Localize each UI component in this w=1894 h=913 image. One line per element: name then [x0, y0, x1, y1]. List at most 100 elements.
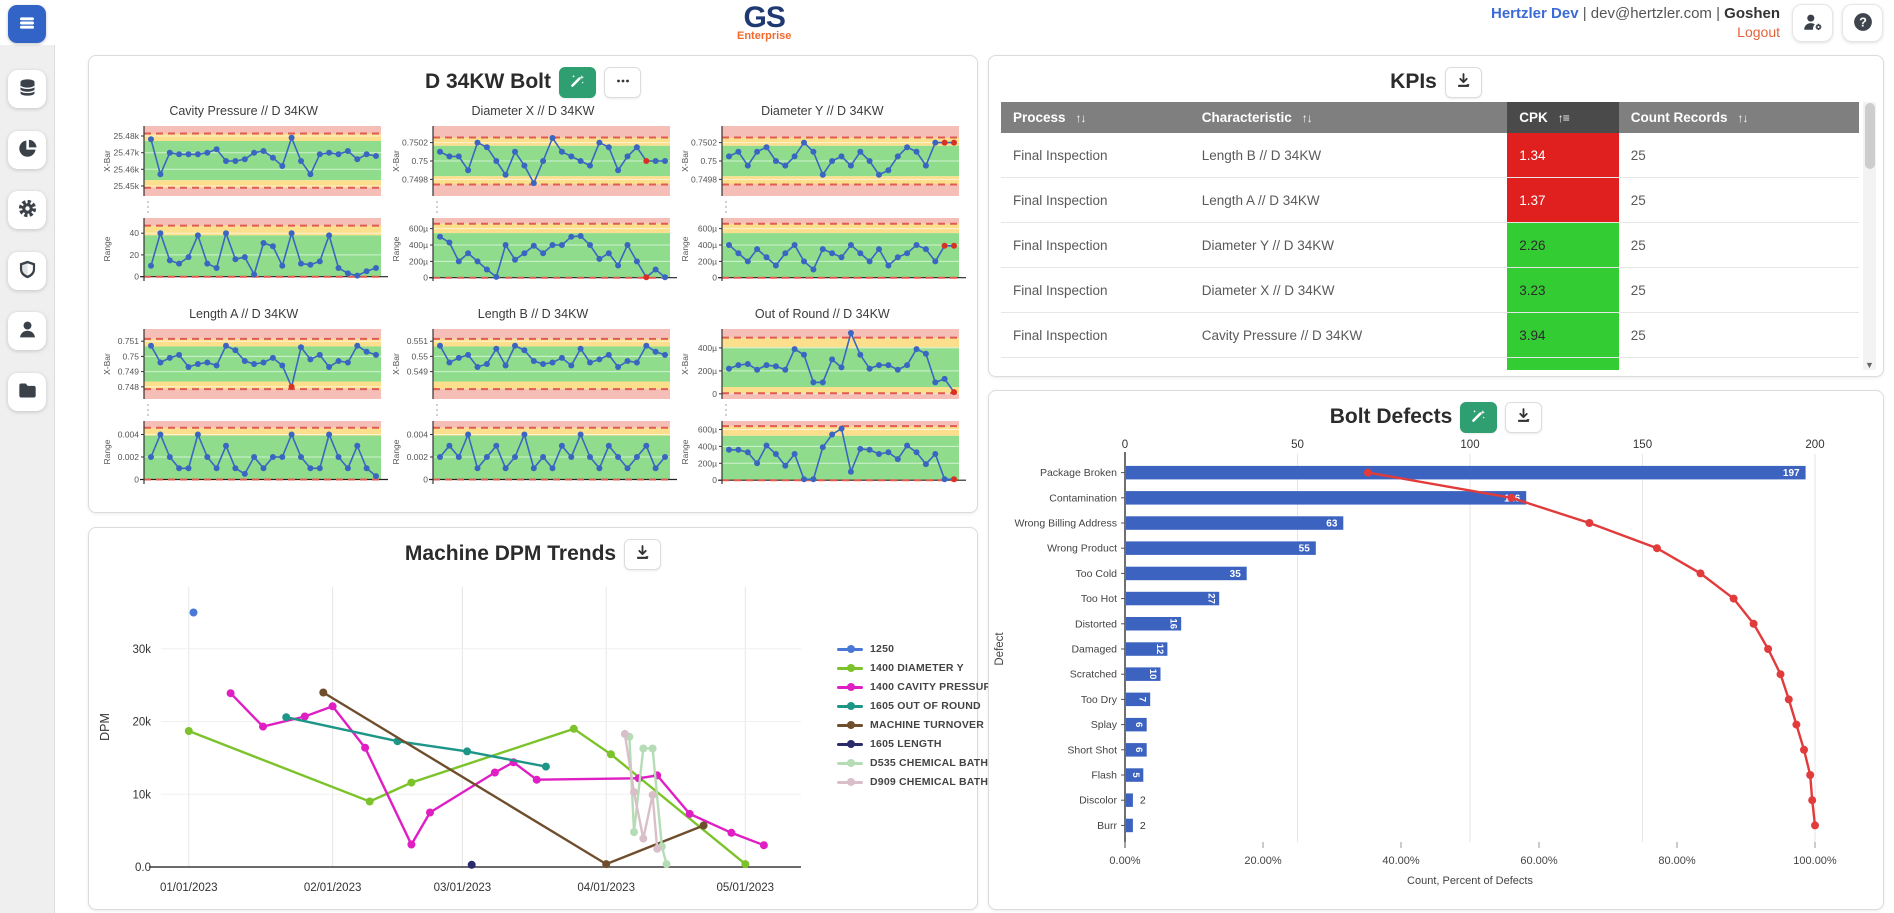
svg-text:03/01/2023: 03/01/2023 [434, 882, 492, 894]
legend-item[interactable]: MACHINE TURNOVER [837, 719, 984, 731]
dpm-legend: 1250 1400 DIAMETER Y 1400 CAVITY PRESSURE 1… [837, 643, 998, 795]
cell-cpk: 3.94 [1507, 312, 1619, 358]
legend-item[interactable]: 1400 DIAMETER Y [837, 662, 979, 674]
legend-label: 1400 DIAMETER Y [870, 662, 964, 674]
svg-text:7: 7 [1137, 697, 1148, 702]
user-email: dev@hertzler.com [1590, 5, 1712, 22]
svg-text:200µ: 200µ [409, 256, 428, 266]
dpm-line-chart: 0.0 10k 20k 30k 01/01/2023 02/01/2023 03/01/20… [89, 571, 977, 912]
panel-bolt-charts: D 34KW Bolt Cavity Pressure // D 34KW 25.… [88, 55, 978, 513]
svg-text:Wrong Product: Wrong Product [1047, 543, 1117, 555]
svg-text:40.00%: 40.00% [1382, 855, 1420, 867]
legend-item[interactable]: 1400 CAVITY PRESSURE [837, 681, 998, 693]
sidebar-button-shield[interactable] [8, 251, 46, 290]
kpis-column-cpk[interactable]: CPK ↑≡ [1507, 102, 1619, 133]
svg-text:25.47k: 25.47k [113, 148, 139, 158]
defects-download-button[interactable] [1505, 401, 1543, 433]
svg-text:X-Bar: X-Bar [391, 353, 401, 375]
cell-cpk: 1.37 [1507, 177, 1619, 223]
svg-text:0: 0 [713, 389, 718, 399]
svg-text:0.7502: 0.7502 [691, 138, 717, 148]
column-label: CPK [1519, 110, 1548, 125]
svg-text:0.00%: 0.00% [1109, 855, 1140, 867]
sidebar-button-person[interactable] [8, 312, 46, 350]
svg-text:Discolor: Discolor [1079, 795, 1117, 807]
svg-text:Range: Range [391, 439, 401, 464]
user-settings-button[interactable] [1792, 4, 1833, 42]
dpm-download-button[interactable] [624, 538, 662, 570]
cell-process: Final Inspection [1001, 133, 1190, 178]
svg-text:Count, Percent of Defects: Count, Percent of Defects [1407, 875, 1533, 887]
cell-count-records: 25 [1618, 312, 1859, 358]
svg-text:01/01/2023: 01/01/2023 [160, 882, 218, 894]
svg-text:05/01/2023: 05/01/2023 [717, 882, 775, 894]
kpis-row: Final Inspection Cavity Pressure // D 34… [1001, 312, 1859, 358]
spc-chart: Length B // D 34KW 0.549 0.55 0.551 X-Bar 0 0.… [388, 304, 677, 499]
sort-icon: ↑≡ [1557, 111, 1570, 125]
kpis-column-count-records[interactable]: Count Records ↑↓ [1618, 102, 1859, 133]
sidebar-button-gear[interactable] [8, 191, 46, 229]
svg-text:X-Bar: X-Bar [680, 150, 690, 172]
svg-text:600µ: 600µ [698, 224, 717, 234]
svg-text:200µ: 200µ [698, 366, 717, 376]
svg-text:600µ: 600µ [698, 425, 717, 435]
cell-count-records: 25 [1618, 133, 1859, 178]
sidebar-button-database[interactable] [8, 70, 46, 108]
kpis-panel-title: KPIs [1390, 70, 1437, 93]
kpis-column-characteristic[interactable]: Characteristic ↑↓ [1189, 102, 1508, 133]
svg-text:197: 197 [1783, 468, 1800, 479]
legend-label: 1605 OUT OF ROUND [870, 700, 981, 712]
svg-text:50: 50 [1291, 439, 1304, 451]
download-icon [1516, 408, 1531, 426]
svg-text:X-Bar: X-Bar [102, 150, 112, 172]
scroll-down-arrow[interactable]: ▼ [1865, 360, 1874, 370]
bolt-magic-wand-button[interactable] [559, 66, 596, 98]
menu-button[interactable] [8, 5, 46, 43]
svg-text:100.00%: 100.00% [1793, 855, 1837, 867]
spc-chart-title: Length B // D 34KW [477, 307, 589, 321]
svg-text:60.00%: 60.00% [1520, 855, 1558, 867]
spc-chart: Cavity Pressure // D 34KW 25.45k 25.46k 25.… [99, 101, 388, 296]
logo-main: GS [743, 1, 786, 34]
svg-text:Short Shot: Short Shot [1067, 744, 1117, 756]
kpis-download-button[interactable] [1444, 66, 1482, 98]
svg-text:80.00%: 80.00% [1658, 855, 1696, 867]
logout-link[interactable]: Logout [1737, 24, 1780, 40]
svg-text:200µ: 200µ [698, 458, 717, 468]
kpis-row: Final Inspection Diameter X // D 34KW 3.… [1001, 267, 1859, 313]
spc-chart: Out of Round // D 34KW 0 200µ 400µ X-Bar 0 200… [678, 304, 967, 499]
sidebar-button-pie-chart[interactable] [8, 130, 46, 169]
svg-text:04/01/2023: 04/01/2023 [577, 882, 635, 894]
defects-magic-wand-button[interactable] [1460, 401, 1498, 433]
svg-text:0.748: 0.748 [117, 382, 139, 392]
cell-characteristic: Diameter Y // D 34KW [1189, 222, 1508, 268]
legend-label: D909 CHEMICAL BATH [870, 776, 989, 788]
cell-count-records [1618, 357, 1859, 370]
svg-text:400µ: 400µ [698, 441, 717, 451]
top-bar: GS Enterprise Hertzler Dev | dev@hertzle… [0, 0, 1894, 45]
legend-swatch [837, 664, 863, 672]
legend-item[interactable]: 1250 [837, 643, 979, 655]
legend-item[interactable]: D535 CHEMICAL BATH [837, 757, 988, 769]
sidebar-button-folder[interactable] [8, 372, 46, 411]
kpis-row: Final Inspection Diameter Y // D 34KW 2.… [1001, 222, 1859, 268]
help-button[interactable]: ? [1842, 4, 1883, 42]
cell-cpk: 1.34 [1507, 133, 1619, 178]
legend-item[interactable]: D909 CHEMICAL BATH [837, 776, 988, 788]
svg-text:5: 5 [1130, 772, 1141, 778]
kpis-scrollbar[interactable]: ▼ [1863, 102, 1876, 370]
user-name[interactable]: Hertzler Dev [1491, 5, 1579, 22]
svg-text:Package Broken: Package Broken [1040, 467, 1117, 479]
legend-swatch [837, 645, 863, 653]
panel-kpis: KPIs Process ↑↓ Characteristic ↑↓ CPK ↑≡ Count… [988, 55, 1884, 377]
legend-item[interactable]: 1605 LENGTH [837, 738, 979, 750]
svg-text:0.002: 0.002 [117, 452, 139, 462]
legend-item[interactable]: 1605 OUT OF ROUND [837, 700, 981, 712]
kpis-column-process[interactable]: Process ↑↓ [1001, 102, 1190, 133]
svg-text:Scratched: Scratched [1070, 669, 1117, 681]
help-icon: ? [1853, 12, 1873, 35]
bolt-more-options-button[interactable] [604, 66, 641, 98]
scrollbar-thumb[interactable] [1864, 103, 1875, 169]
svg-text:Burr: Burr [1097, 820, 1117, 832]
legend-label: 1400 CAVITY PRESSURE [870, 681, 999, 693]
